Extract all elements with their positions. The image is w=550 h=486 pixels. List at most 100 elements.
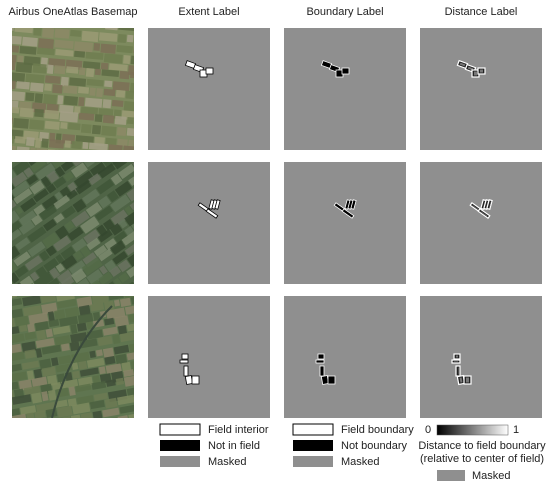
parcel bbox=[98, 32, 118, 42]
parcel bbox=[115, 353, 128, 365]
parcel bbox=[118, 163, 134, 180]
parcel bbox=[124, 304, 134, 315]
parcel bbox=[104, 397, 118, 409]
parcel bbox=[71, 362, 79, 371]
parcel bbox=[24, 349, 37, 359]
parcel bbox=[64, 140, 71, 148]
parcel bbox=[123, 374, 134, 387]
parcel bbox=[48, 139, 65, 149]
parcel bbox=[41, 138, 49, 148]
legend-label: Masked bbox=[341, 456, 380, 468]
parcel bbox=[12, 168, 18, 185]
parcel bbox=[0, 456, 8, 465]
parcel bbox=[12, 28, 14, 31]
parcel bbox=[12, 199, 17, 210]
parcel bbox=[16, 433, 26, 441]
parcel bbox=[35, 337, 55, 349]
parcel bbox=[110, 209, 130, 227]
parcel bbox=[12, 381, 19, 391]
parcel bbox=[114, 180, 133, 197]
parcel bbox=[70, 162, 88, 178]
label-panel bbox=[420, 162, 542, 284]
parcel bbox=[57, 95, 64, 105]
field bbox=[181, 353, 189, 360]
parcel bbox=[104, 0, 118, 1]
parcel bbox=[29, 271, 40, 282]
parcel bbox=[40, 176, 52, 188]
parcel bbox=[117, 325, 128, 335]
parcel bbox=[59, 111, 79, 123]
parcel bbox=[88, 142, 108, 150]
parcel bbox=[21, 360, 40, 370]
parcel bbox=[12, 333, 25, 345]
parcel bbox=[30, 441, 45, 452]
parcel bbox=[34, 320, 49, 332]
parcel bbox=[34, 108, 44, 118]
parcel bbox=[71, 277, 90, 284]
parcel bbox=[22, 305, 42, 317]
legend-swatch bbox=[159, 423, 201, 436]
parcel bbox=[52, 438, 64, 446]
parcel bbox=[26, 422, 36, 431]
parcel bbox=[136, 422, 155, 431]
parcel bbox=[26, 412, 35, 418]
parcel bbox=[61, 17, 74, 26]
parcel bbox=[40, 296, 57, 304]
parcel bbox=[0, 24, 7, 31]
parcel bbox=[42, 28, 55, 39]
parcel bbox=[26, 162, 44, 167]
legend-swatch bbox=[160, 456, 200, 467]
parcel bbox=[19, 324, 28, 333]
parcel bbox=[0, 266, 11, 275]
parcel bbox=[92, 375, 101, 385]
parcel bbox=[55, 296, 75, 302]
parcel bbox=[12, 390, 14, 398]
parcel bbox=[166, 0, 172, 3]
parcel bbox=[0, 59, 4, 68]
parcel bbox=[0, 205, 10, 217]
field-core bbox=[458, 367, 459, 375]
parcel bbox=[34, 456, 52, 468]
parcel bbox=[116, 45, 133, 54]
parcel bbox=[51, 162, 66, 170]
parcel bbox=[0, 78, 1, 87]
parcel bbox=[119, 70, 130, 80]
parcel bbox=[97, 248, 113, 262]
parcel bbox=[27, 241, 46, 257]
field-parcels bbox=[0, 0, 172, 150]
field-core bbox=[472, 205, 480, 211]
parcel bbox=[0, 128, 11, 136]
label-panel bbox=[284, 162, 406, 284]
parcel bbox=[12, 351, 25, 362]
parcel bbox=[12, 116, 13, 124]
parcel bbox=[74, 287, 87, 295]
parcel bbox=[30, 82, 44, 92]
parcel bbox=[70, 29, 82, 37]
parcel bbox=[111, 444, 121, 452]
parcel bbox=[114, 115, 127, 126]
parcel bbox=[68, 260, 87, 277]
parcel bbox=[0, 254, 8, 267]
parcel bbox=[126, 127, 134, 137]
parcel bbox=[67, 398, 77, 407]
parcel bbox=[45, 75, 61, 84]
parcel bbox=[98, 195, 112, 209]
parcel bbox=[0, 90, 7, 98]
parcel bbox=[35, 162, 57, 182]
parcel bbox=[121, 361, 132, 372]
parcel bbox=[0, 272, 1, 283]
parcel bbox=[0, 282, 10, 294]
label-panel bbox=[148, 162, 270, 284]
parcel bbox=[86, 279, 103, 284]
parcel bbox=[29, 119, 45, 130]
field bbox=[205, 67, 214, 75]
parcel bbox=[66, 66, 79, 74]
parcel bbox=[12, 72, 26, 83]
parcel bbox=[0, 384, 7, 395]
legend-label: Masked bbox=[472, 470, 511, 482]
parcel bbox=[92, 148, 107, 161]
field-core bbox=[454, 361, 458, 362]
parcel bbox=[48, 58, 66, 68]
parcel bbox=[46, 64, 54, 74]
parcel bbox=[117, 33, 127, 44]
